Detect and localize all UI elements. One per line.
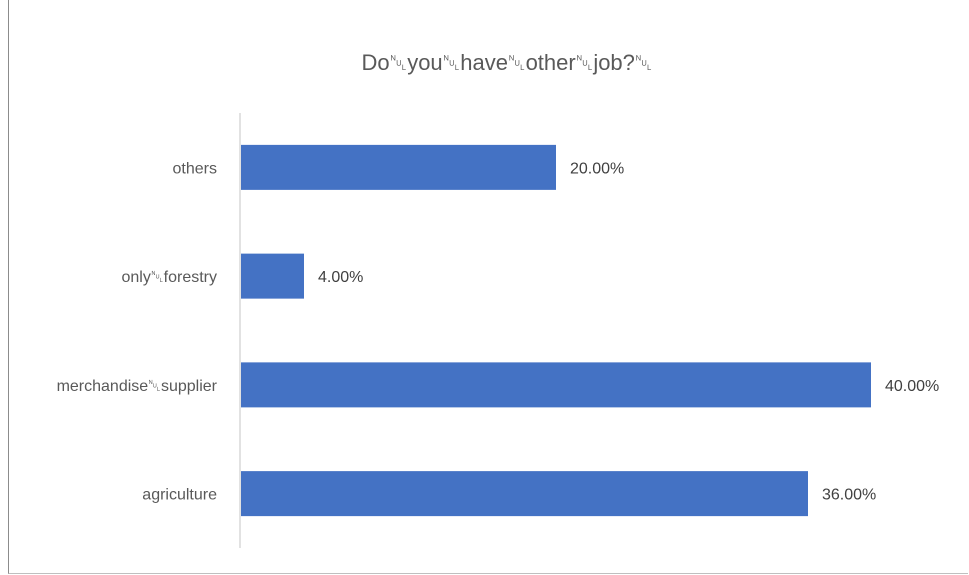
data-label-only-forestry: 4.00%: [318, 269, 363, 286]
bar-merchandise-supplier: [241, 362, 871, 408]
bar-chart: Do␀you␀have␀other␀job?␀ agriculture 36.00…: [57, 50, 940, 548]
bar-agriculture: [241, 471, 808, 517]
data-label-merchandise-supplier: 40.00%: [885, 378, 939, 395]
category-label-others: others: [173, 160, 217, 177]
bar-only-forestry: [241, 253, 304, 299]
bars-layer: [241, 144, 871, 517]
labels-layer: agriculture 36.00% merchandise␀supplier 40.…: [57, 160, 940, 503]
bar-others: [241, 144, 556, 190]
data-label-others: 20.00%: [570, 160, 624, 177]
chart-title: Do␀you␀have␀other␀job?␀: [361, 50, 652, 75]
chart-frame: Do␀you␀have␀other␀job?␀ agriculture 36.00…: [8, 0, 968, 574]
category-label-agriculture: agriculture: [142, 487, 217, 504]
category-label-merchandise-supplier: merchandise␀supplier: [57, 378, 218, 395]
data-label-agriculture: 36.00%: [822, 487, 876, 504]
category-label-only-forestry: only␀forestry: [122, 269, 218, 286]
